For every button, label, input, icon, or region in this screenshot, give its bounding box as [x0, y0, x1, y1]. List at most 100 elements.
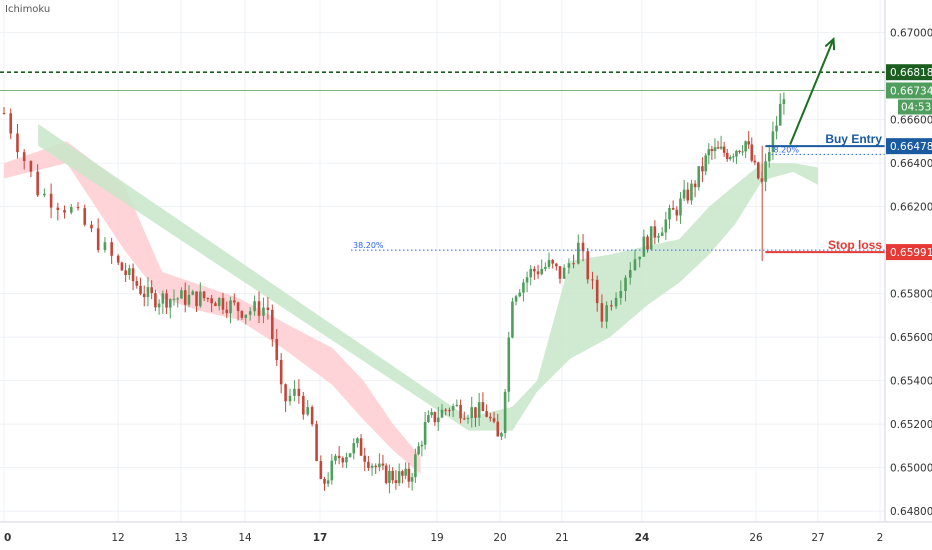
- x-tick-label: 20: [493, 532, 506, 544]
- candle-body: [384, 465, 388, 483]
- candle-body: [262, 307, 265, 316]
- candle-body: [462, 418, 466, 420]
- candle-body: [555, 263, 558, 267]
- candle-body: [605, 305, 608, 322]
- candle-body: [567, 263, 571, 268]
- candle-body: [150, 287, 153, 294]
- candle-body: [470, 407, 474, 418]
- ichimoku-cloud-bearish: [4, 141, 421, 475]
- candle-body: [2, 113, 6, 115]
- candle-body: [619, 291, 623, 298]
- candle-body: [29, 161, 33, 172]
- candle-body: [348, 453, 352, 458]
- candle-body: [323, 478, 326, 484]
- stop-loss-badge-text: 0.65991: [890, 247, 932, 259]
- candle-body: [417, 446, 420, 455]
- indicator-label: Ichimoku: [5, 4, 51, 15]
- candle-body: [440, 409, 444, 418]
- candle-body: [414, 454, 417, 478]
- candle-body: [775, 125, 778, 132]
- candle-body: [36, 171, 39, 196]
- candle-body: [728, 157, 732, 160]
- candle-body: [131, 268, 135, 282]
- candle-body: [690, 183, 693, 201]
- candle-body: [646, 236, 649, 250]
- target-arrow: [789, 38, 835, 146]
- candle-body: [244, 314, 248, 318]
- candle-body: [301, 395, 305, 415]
- candle-body: [334, 455, 337, 461]
- candle-body: [732, 156, 735, 158]
- stop-loss-badge: [886, 244, 932, 261]
- candle-body: [183, 290, 187, 305]
- candle-body: [693, 183, 697, 188]
- candle-body: [345, 457, 348, 463]
- candle-body: [240, 310, 244, 318]
- candle-body: [161, 293, 165, 304]
- candle-body: [492, 418, 496, 422]
- x-tick-label: 14: [238, 532, 252, 544]
- candle-body: [248, 311, 252, 315]
- candle-body: [577, 242, 580, 264]
- candle-body: [315, 424, 318, 462]
- y-tick-label: 0.66600: [890, 115, 932, 127]
- candle-body: [367, 461, 370, 468]
- stop-loss-label: Stop loss: [828, 238, 882, 252]
- candle-body: [381, 463, 385, 466]
- candle-body: [103, 242, 107, 250]
- candle-body: [410, 477, 414, 482]
- candle-body: [341, 458, 345, 463]
- candle-body: [595, 279, 599, 304]
- candle-body: [451, 405, 455, 411]
- candle-body: [172, 298, 176, 300]
- candle-body: [466, 417, 470, 419]
- candle-body: [522, 282, 525, 293]
- candle-body: [771, 131, 775, 153]
- candle-body: [633, 259, 637, 271]
- candle-body: [275, 339, 279, 361]
- current-badge-text: 0.66734: [890, 85, 932, 97]
- candle-body: [448, 410, 451, 412]
- current-badge: [886, 82, 932, 99]
- candle-body: [199, 291, 202, 307]
- candle-body: [407, 468, 411, 482]
- candle-body: [719, 146, 723, 149]
- candle-body: [540, 268, 544, 275]
- candle-body: [135, 281, 139, 286]
- candle-body: [747, 141, 751, 145]
- y-tick-label: 0.66400: [890, 158, 932, 170]
- candle-body: [116, 255, 120, 263]
- candle-body: [518, 292, 522, 297]
- candle-body: [744, 141, 747, 152]
- candle-body: [157, 303, 161, 308]
- candle-body: [444, 409, 448, 411]
- candle-body: [146, 287, 150, 298]
- candle-body: [600, 303, 604, 322]
- x-tick-label: 0: [4, 532, 11, 544]
- fib-3820-upper-label: 8.20%: [774, 145, 800, 154]
- candle-body: [297, 388, 301, 396]
- x-tick-label: 17: [313, 532, 328, 544]
- y-tick-label: 0.65600: [890, 332, 932, 344]
- candle-body: [551, 260, 554, 264]
- ichimoku-cloud-bullish: [38, 123, 818, 431]
- buy-entry-badge: [886, 138, 932, 155]
- x-tick-label: 13: [174, 532, 187, 544]
- candle-body: [83, 208, 87, 225]
- candle-body: [49, 193, 53, 208]
- candle-body: [591, 279, 594, 281]
- candle-body: [128, 268, 131, 275]
- candle-body: [649, 226, 653, 250]
- candle-body: [391, 470, 394, 481]
- candle-body: [279, 360, 283, 385]
- candle-body: [337, 455, 341, 459]
- y-tick-label: 0.67000: [890, 28, 932, 40]
- target-badge-text: 0.66818: [890, 67, 932, 79]
- candle-body: [271, 309, 274, 340]
- candle-body: [664, 219, 668, 233]
- candle-body: [206, 298, 210, 300]
- candle-body: [356, 438, 359, 444]
- x-tick-label: 26: [749, 532, 763, 544]
- candle-body: [330, 460, 334, 481]
